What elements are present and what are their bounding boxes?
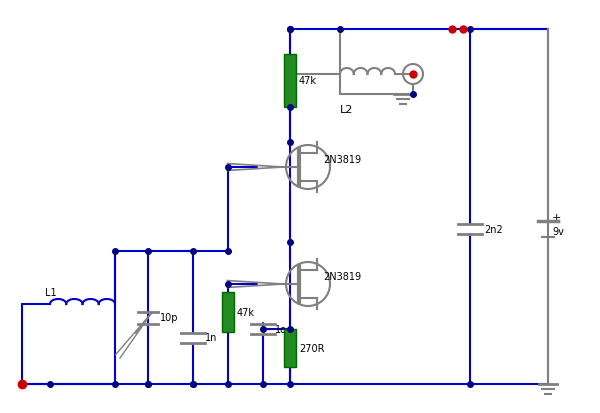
Text: 270R: 270R	[299, 343, 325, 353]
Text: 1o: 1o	[275, 324, 287, 334]
Text: 2N3819: 2N3819	[323, 154, 361, 165]
Bar	[284, 55, 296, 108]
Text: 2N3819: 2N3819	[323, 271, 361, 281]
Bar	[222, 292, 234, 332]
Text: 10p: 10p	[160, 313, 179, 323]
Text: 2n2: 2n2	[484, 224, 503, 235]
Text: +: +	[552, 212, 562, 223]
Text: 1n: 1n	[205, 333, 217, 343]
Text: L1: L1	[45, 287, 56, 297]
Bar	[284, 329, 296, 367]
Text: 47k: 47k	[237, 307, 255, 317]
Text: L2: L2	[340, 105, 353, 115]
Text: 47k: 47k	[299, 76, 317, 86]
Text: 9v: 9v	[552, 226, 564, 236]
